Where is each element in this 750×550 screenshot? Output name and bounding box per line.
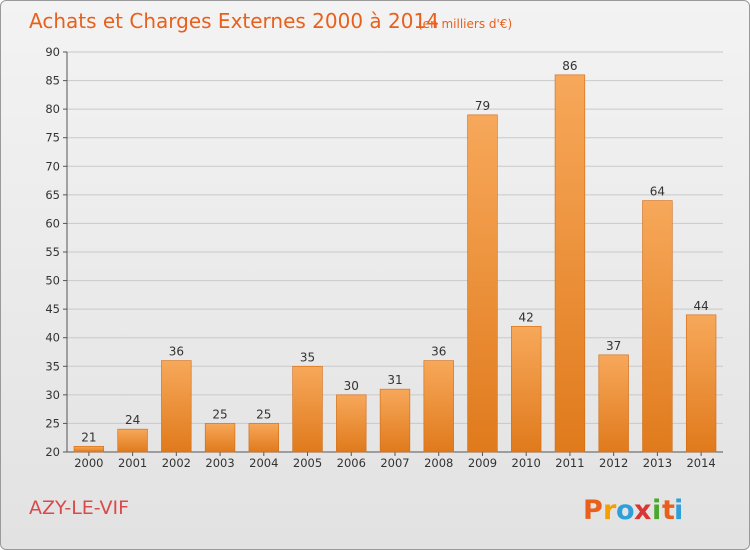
- value-label-2010: 42: [519, 310, 534, 324]
- chart-title: Achats et Charges Externes 2000 à 2014: [29, 9, 439, 33]
- y-tick-label: 65: [45, 188, 60, 202]
- logo-letter: x: [634, 495, 651, 526]
- y-tick-label: 60: [45, 216, 60, 230]
- value-label-2001: 24: [125, 413, 140, 427]
- y-tick-label: 45: [45, 302, 60, 316]
- bar-2004: [248, 423, 279, 453]
- bar-2012: [598, 354, 629, 453]
- bar-2002: [161, 360, 192, 453]
- logo-letter: P: [583, 495, 603, 526]
- logo-letter: i: [652, 495, 661, 526]
- y-tick-label: 80: [45, 102, 60, 116]
- y-tick-label: 90: [45, 45, 60, 59]
- place-name: AZY-LE-VIF: [29, 497, 129, 519]
- bar-2013: [642, 200, 673, 453]
- value-label-2007: 31: [387, 373, 402, 387]
- x-tick-label-2010: 2010: [512, 456, 541, 470]
- y-tick-label: 50: [45, 274, 60, 288]
- logo-letter: r: [603, 495, 617, 526]
- value-label-2008: 36: [431, 345, 446, 359]
- bar-2009: [467, 114, 498, 453]
- y-tick-label: 35: [45, 359, 60, 373]
- x-tick-label-2001: 2001: [118, 456, 147, 470]
- bar-2001: [117, 428, 148, 453]
- grid: [67, 51, 723, 453]
- bar-2011: [554, 74, 586, 453]
- x-tick-label-2004: 2004: [249, 456, 278, 470]
- x-tick-label-2008: 2008: [424, 456, 453, 470]
- value-label-2003: 25: [212, 407, 227, 421]
- x-tick-label-2013: 2013: [643, 456, 672, 470]
- bar-2007: [379, 388, 411, 453]
- bar-2010: [511, 325, 542, 453]
- bar-2005: [292, 365, 323, 453]
- x-tick-label-2009: 2009: [468, 456, 497, 470]
- x-tick-label-2011: 2011: [555, 456, 584, 470]
- x-tick-label-2003: 2003: [205, 456, 234, 470]
- bars: [73, 74, 717, 453]
- value-label-2006: 30: [344, 379, 359, 393]
- y-tick-label: 70: [45, 159, 60, 173]
- y-tick-label: 40: [45, 331, 60, 345]
- x-tick-label-2000: 2000: [74, 456, 103, 470]
- chart-unit: (en milliers d'€): [418, 17, 512, 31]
- bar-2014: [685, 314, 717, 453]
- x-tick-label-2014: 2014: [686, 456, 715, 470]
- bar-2000: [73, 445, 105, 453]
- bar-2008: [423, 360, 454, 453]
- x-tick-label-2007: 2007: [380, 456, 409, 470]
- logo-letter: i: [674, 495, 683, 526]
- value-label-2013: 64: [650, 185, 665, 199]
- value-label-2000: 21: [81, 430, 96, 444]
- value-label-2014: 44: [693, 299, 708, 313]
- y-tick-label: 75: [45, 131, 60, 145]
- bar-2003: [204, 423, 236, 453]
- labels: 21 2000 24 2001 36 2002 25 2003 25 2004 35 2005 30 20…: [74, 59, 716, 470]
- x-tick-label-2012: 2012: [599, 456, 628, 470]
- y-tick-label: 55: [45, 245, 60, 259]
- value-label-2002: 36: [169, 345, 184, 359]
- y-tick-label: 30: [45, 388, 60, 402]
- value-label-2009: 79: [475, 99, 490, 113]
- logo-letter: o: [616, 495, 635, 526]
- value-label-2005: 35: [300, 350, 315, 364]
- value-label-2004: 25: [256, 407, 271, 421]
- x-tick-label-2006: 2006: [337, 456, 366, 470]
- x-tick-label-2005: 2005: [293, 456, 322, 470]
- y-tick-label: 25: [45, 416, 60, 430]
- logo-letter: t: [662, 495, 675, 526]
- y-tick-label: 20: [45, 445, 60, 459]
- bar-2006: [336, 394, 367, 453]
- y-tick-label: 85: [45, 74, 60, 88]
- value-label-2011: 86: [562, 59, 577, 73]
- x-tick-label-2002: 2002: [162, 456, 191, 470]
- value-label-2012: 37: [606, 339, 621, 353]
